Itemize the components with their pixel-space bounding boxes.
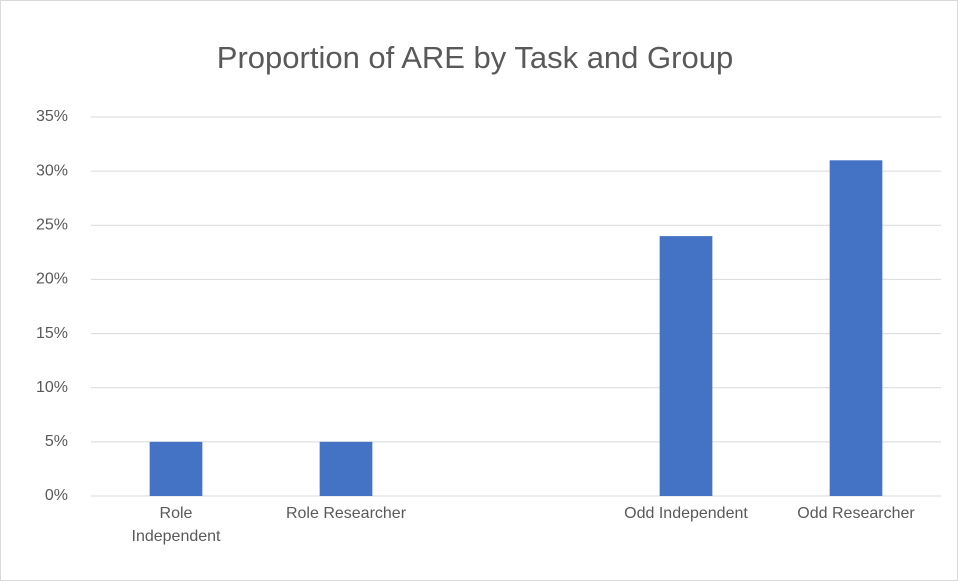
x-tick-label: Role Independent — [131, 505, 221, 545]
y-tick-label: 20% — [36, 271, 68, 288]
y-tick-label: 35% — [36, 108, 68, 125]
x-tick-label: Odd Researcher — [797, 505, 915, 522]
x-tick-label: Odd Independent — [624, 505, 748, 522]
bar — [659, 236, 713, 496]
y-tick-label: 0% — [45, 487, 68, 504]
chart-title: Proportion of ARE by Task and Group — [217, 40, 733, 75]
x-tick-label: Role Researcher — [285, 505, 407, 522]
y-tick-label: 10% — [36, 379, 68, 396]
bar — [829, 160, 883, 497]
y-tick-label: 15% — [36, 325, 68, 342]
bar — [319, 441, 373, 496]
y-tick-label: 30% — [36, 162, 68, 179]
y-tick-label: 25% — [36, 217, 68, 234]
bar — [149, 441, 203, 496]
y-tick-label: 5% — [45, 433, 68, 450]
